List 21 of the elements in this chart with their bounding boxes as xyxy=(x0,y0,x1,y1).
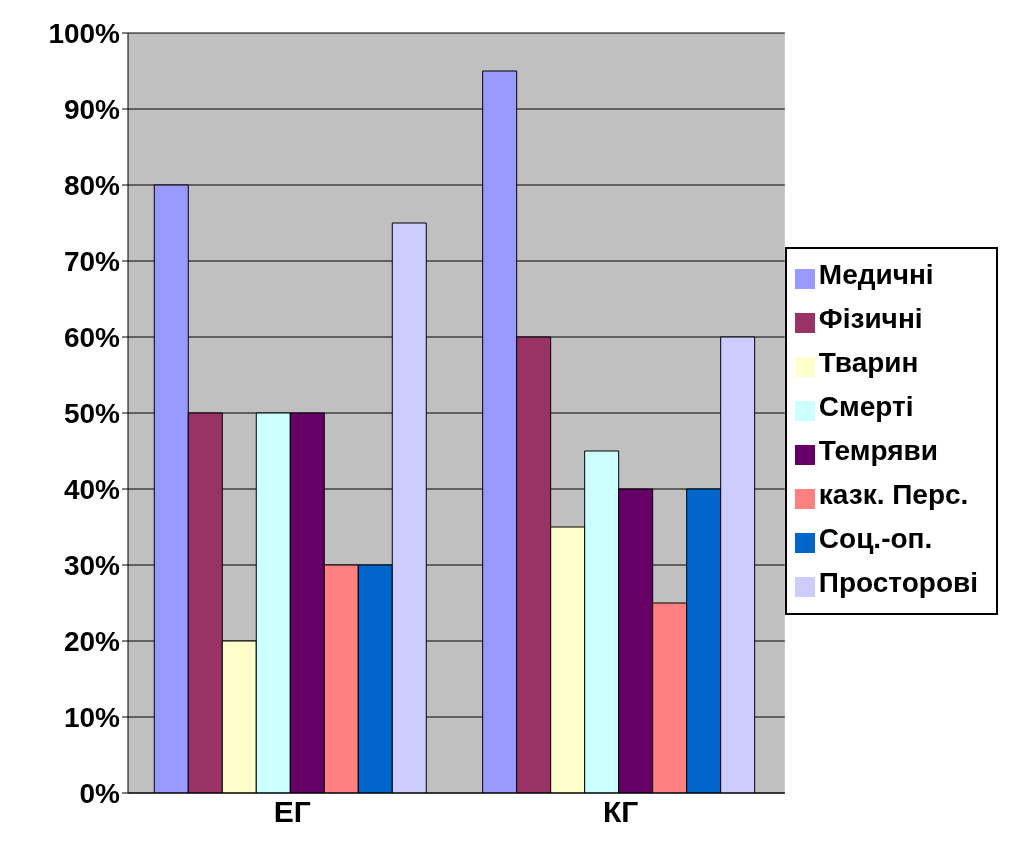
y-tick-label: 60% xyxy=(63,321,121,353)
x-tick-label: ЕГ xyxy=(273,795,311,829)
x-tick-label: КГ xyxy=(602,795,639,829)
legend-label: казк. Перс. xyxy=(818,478,969,510)
y-tick-label: 80% xyxy=(63,169,121,201)
legend-label: Соц.-оп. xyxy=(818,522,933,554)
y-tick-label: 0% xyxy=(79,777,121,809)
legend-label: Темряви xyxy=(818,434,938,466)
y-tick-label: 30% xyxy=(63,549,121,581)
y-tick-label: 20% xyxy=(63,625,121,657)
y-tick-label: 10% xyxy=(63,701,121,733)
legend-label: Просторові xyxy=(818,566,978,598)
legend-label: Тварин xyxy=(818,346,919,378)
legend-label: Фізичні xyxy=(818,302,923,334)
y-tick-label: 100% xyxy=(48,17,121,49)
legend-label: Медичні xyxy=(818,258,934,290)
y-tick-label: 70% xyxy=(63,245,121,277)
y-tick-label: 40% xyxy=(63,473,121,505)
legend-label: Смерті xyxy=(818,390,914,422)
y-tick-label: 90% xyxy=(63,93,121,125)
y-tick-label: 50% xyxy=(63,397,121,429)
